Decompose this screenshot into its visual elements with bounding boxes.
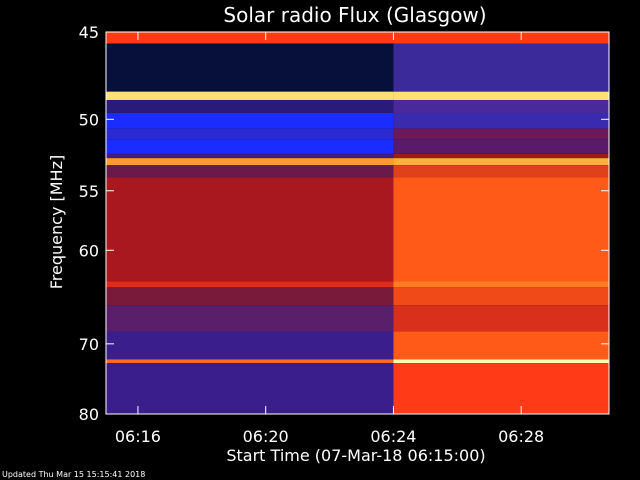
y-tick-label: 60 bbox=[79, 241, 99, 260]
y-tick-label: 55 bbox=[79, 182, 99, 201]
x-tick-label: 06:24 bbox=[370, 427, 416, 446]
band-before-15 bbox=[106, 359, 394, 364]
band-after-0 bbox=[393, 32, 609, 44]
y-tick-label: 45 bbox=[79, 23, 99, 42]
chart-title: Solar radio Flux (Glasgow) bbox=[223, 3, 486, 27]
band-after-15 bbox=[393, 359, 609, 364]
band-after-3 bbox=[393, 99, 609, 113]
band-after-10 bbox=[393, 177, 609, 282]
band-before-6 bbox=[106, 139, 394, 154]
band-after-13 bbox=[393, 305, 609, 332]
band-before-0 bbox=[106, 32, 394, 44]
y-axis-label: Frequency [MHz] bbox=[47, 155, 66, 289]
band-after-16 bbox=[393, 363, 609, 414]
band-before-5 bbox=[106, 128, 394, 140]
band-before-11 bbox=[106, 281, 394, 288]
updated-timestamp: Updated Thu Mar 15 15:15:41 2018 bbox=[2, 470, 146, 479]
band-after-7 bbox=[393, 153, 609, 159]
band-after-2 bbox=[393, 91, 609, 100]
band-after-14 bbox=[393, 331, 609, 360]
band-after-6 bbox=[393, 139, 609, 154]
y-tick-label: 50 bbox=[79, 110, 99, 129]
band-after-9 bbox=[393, 165, 609, 178]
band-before-8 bbox=[106, 158, 394, 166]
band-before-7 bbox=[106, 153, 394, 159]
band-before-4 bbox=[106, 112, 394, 129]
band-before-1 bbox=[106, 43, 394, 92]
plot-area bbox=[106, 32, 609, 414]
band-after-12 bbox=[393, 287, 609, 306]
band-after-4 bbox=[393, 112, 609, 129]
plot-frame bbox=[105, 31, 610, 415]
band-before-2 bbox=[106, 91, 394, 100]
band-after-1 bbox=[393, 43, 609, 92]
y-tick-label: 70 bbox=[79, 335, 99, 354]
band-before-16 bbox=[106, 363, 394, 414]
band-after-11 bbox=[393, 281, 609, 288]
band-before-12 bbox=[106, 287, 394, 306]
band-after-5 bbox=[393, 128, 609, 140]
band-after-8 bbox=[393, 158, 609, 166]
band-before-14 bbox=[106, 331, 394, 360]
x-tick-label: 06:20 bbox=[243, 427, 289, 446]
y-axis: 45 50 55 60 70 80 bbox=[79, 23, 609, 424]
band-before-3 bbox=[106, 99, 394, 113]
y-tick-label: 80 bbox=[79, 405, 99, 424]
band-before-9 bbox=[106, 165, 394, 178]
band-before-10 bbox=[106, 177, 394, 282]
x-tick-label: 06:28 bbox=[498, 427, 544, 446]
x-axis-label: Start Time (07-Mar-18 06:15:00) bbox=[226, 446, 485, 465]
x-axis: 06:16 06:20 06:24 06:28 bbox=[115, 32, 544, 446]
band-before-13 bbox=[106, 305, 394, 332]
x-tick-label: 06:16 bbox=[115, 427, 161, 446]
